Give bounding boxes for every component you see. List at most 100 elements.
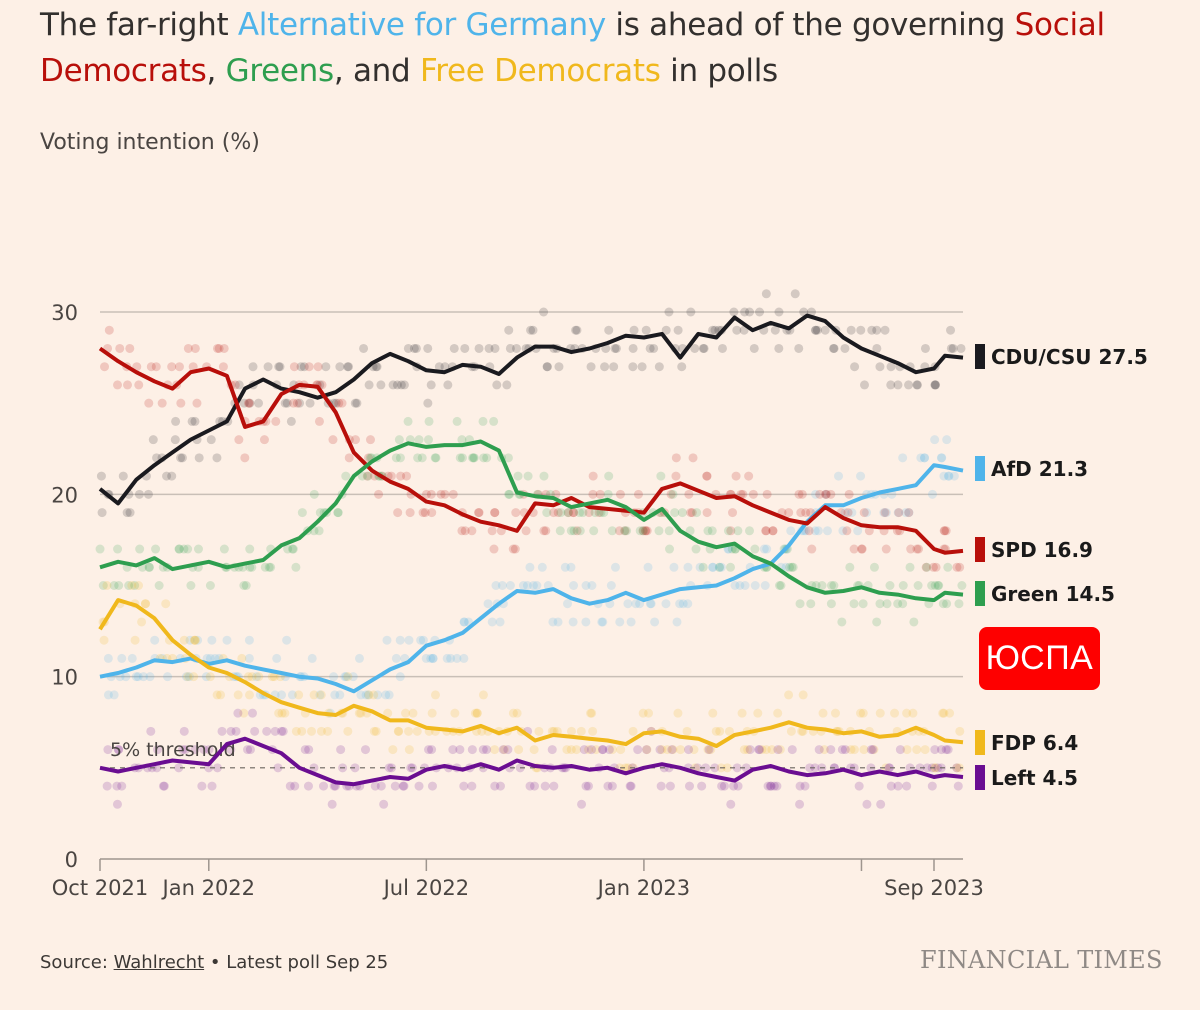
poll-dot: [459, 653, 469, 663]
poll-dot: [426, 380, 436, 390]
poll-dot: [457, 453, 467, 463]
poll-dot: [290, 781, 300, 791]
poll-dot: [562, 745, 572, 755]
poll-dot: [291, 726, 301, 736]
poll-dot: [664, 526, 674, 536]
poll-dot: [812, 325, 822, 335]
poll-dot: [643, 562, 653, 572]
poll-dot: [645, 343, 655, 353]
poll-dot: [113, 380, 123, 390]
poll-dot: [250, 726, 260, 736]
poll-dot: [568, 508, 578, 518]
poll-dot: [882, 599, 892, 609]
poll-dot: [190, 745, 200, 755]
poll-dot: [769, 781, 779, 791]
poll-dot: [904, 380, 914, 390]
poll-dot: [134, 380, 144, 390]
poll-dot: [286, 416, 296, 426]
poll-dot: [459, 617, 469, 627]
poll-dot: [134, 489, 144, 499]
poll-dot: [890, 708, 900, 718]
poll-dot: [277, 708, 287, 718]
poll-dot: [859, 508, 869, 518]
poll-dot: [446, 653, 456, 663]
poll-dot: [869, 745, 879, 755]
poll-dot: [610, 343, 620, 353]
poll-dot: [920, 745, 930, 755]
poll-dot: [626, 781, 636, 791]
poll-dot: [296, 362, 306, 372]
poll-dot: [675, 745, 685, 755]
poll-dot: [761, 526, 771, 536]
poll-dot: [179, 544, 189, 554]
poll-dot: [468, 453, 478, 463]
poll-dot: [448, 745, 458, 755]
poll-dot: [913, 581, 923, 590]
poll-dot: [955, 562, 965, 572]
poll-dot: [952, 763, 962, 773]
poll-dot: [830, 708, 840, 718]
poll-dot: [243, 745, 253, 755]
poll-dot: [795, 781, 805, 791]
poll-dot: [140, 599, 150, 609]
poll-dot: [869, 562, 879, 572]
poll-dot: [689, 745, 699, 755]
poll-dot: [162, 471, 172, 481]
poll-dot: [584, 745, 594, 755]
poll-dot: [163, 672, 173, 682]
poll-dot: [581, 581, 591, 590]
poll-dot: [498, 745, 508, 755]
poll-dot: [811, 489, 821, 499]
poll-dot: [467, 745, 477, 755]
poll-dot: [490, 508, 500, 518]
poll-dot: [316, 690, 326, 700]
poll-dot: [795, 799, 805, 809]
poll-dot: [881, 544, 891, 554]
poll-dot: [449, 343, 459, 353]
poll-dot: [853, 526, 863, 536]
poll-dot: [684, 489, 694, 499]
poll-dot: [469, 453, 479, 463]
poll-dot: [269, 672, 279, 682]
poll-dot: [457, 526, 467, 536]
poll-dot: [497, 581, 507, 590]
poll-dot: [921, 562, 931, 572]
poll-dot: [834, 471, 844, 481]
poll-dot: [133, 672, 143, 682]
poll-dot: [404, 745, 414, 755]
poll-dot: [595, 489, 605, 499]
poll-dot: [193, 635, 203, 645]
poll-dot: [576, 726, 586, 736]
poll-dot: [933, 581, 943, 590]
poll-dot: [698, 343, 708, 353]
poll-dot: [525, 781, 535, 791]
poll-dot: [206, 435, 216, 445]
poll-dot: [946, 325, 956, 335]
poll-dot: [677, 508, 687, 518]
poll-dot: [733, 781, 743, 791]
poll-dot: [414, 781, 424, 791]
poll-dot: [762, 544, 772, 554]
poll-dot: [661, 599, 671, 609]
poll-dot: [214, 343, 224, 353]
source-link[interactable]: Wahlrecht: [113, 952, 205, 973]
poll-dot: [426, 489, 436, 499]
poll-dot: [787, 562, 797, 572]
poll-dot: [287, 690, 297, 700]
poll-dot: [675, 599, 685, 609]
poll-dot: [113, 745, 123, 755]
poll-dot: [124, 581, 134, 590]
poll-dot: [307, 653, 317, 663]
poll-dot: [686, 307, 696, 317]
poll-dot: [566, 562, 576, 572]
poll-dot: [174, 544, 184, 554]
poll-dot: [394, 435, 404, 445]
poll-dot: [801, 508, 811, 518]
poll-dot: [949, 471, 959, 481]
poll-dot: [371, 362, 381, 372]
poll-dot: [254, 672, 264, 682]
poll-dot: [587, 745, 597, 755]
poll-dot: [303, 781, 313, 791]
poll-dot: [886, 362, 896, 372]
poll-dot: [364, 690, 374, 700]
